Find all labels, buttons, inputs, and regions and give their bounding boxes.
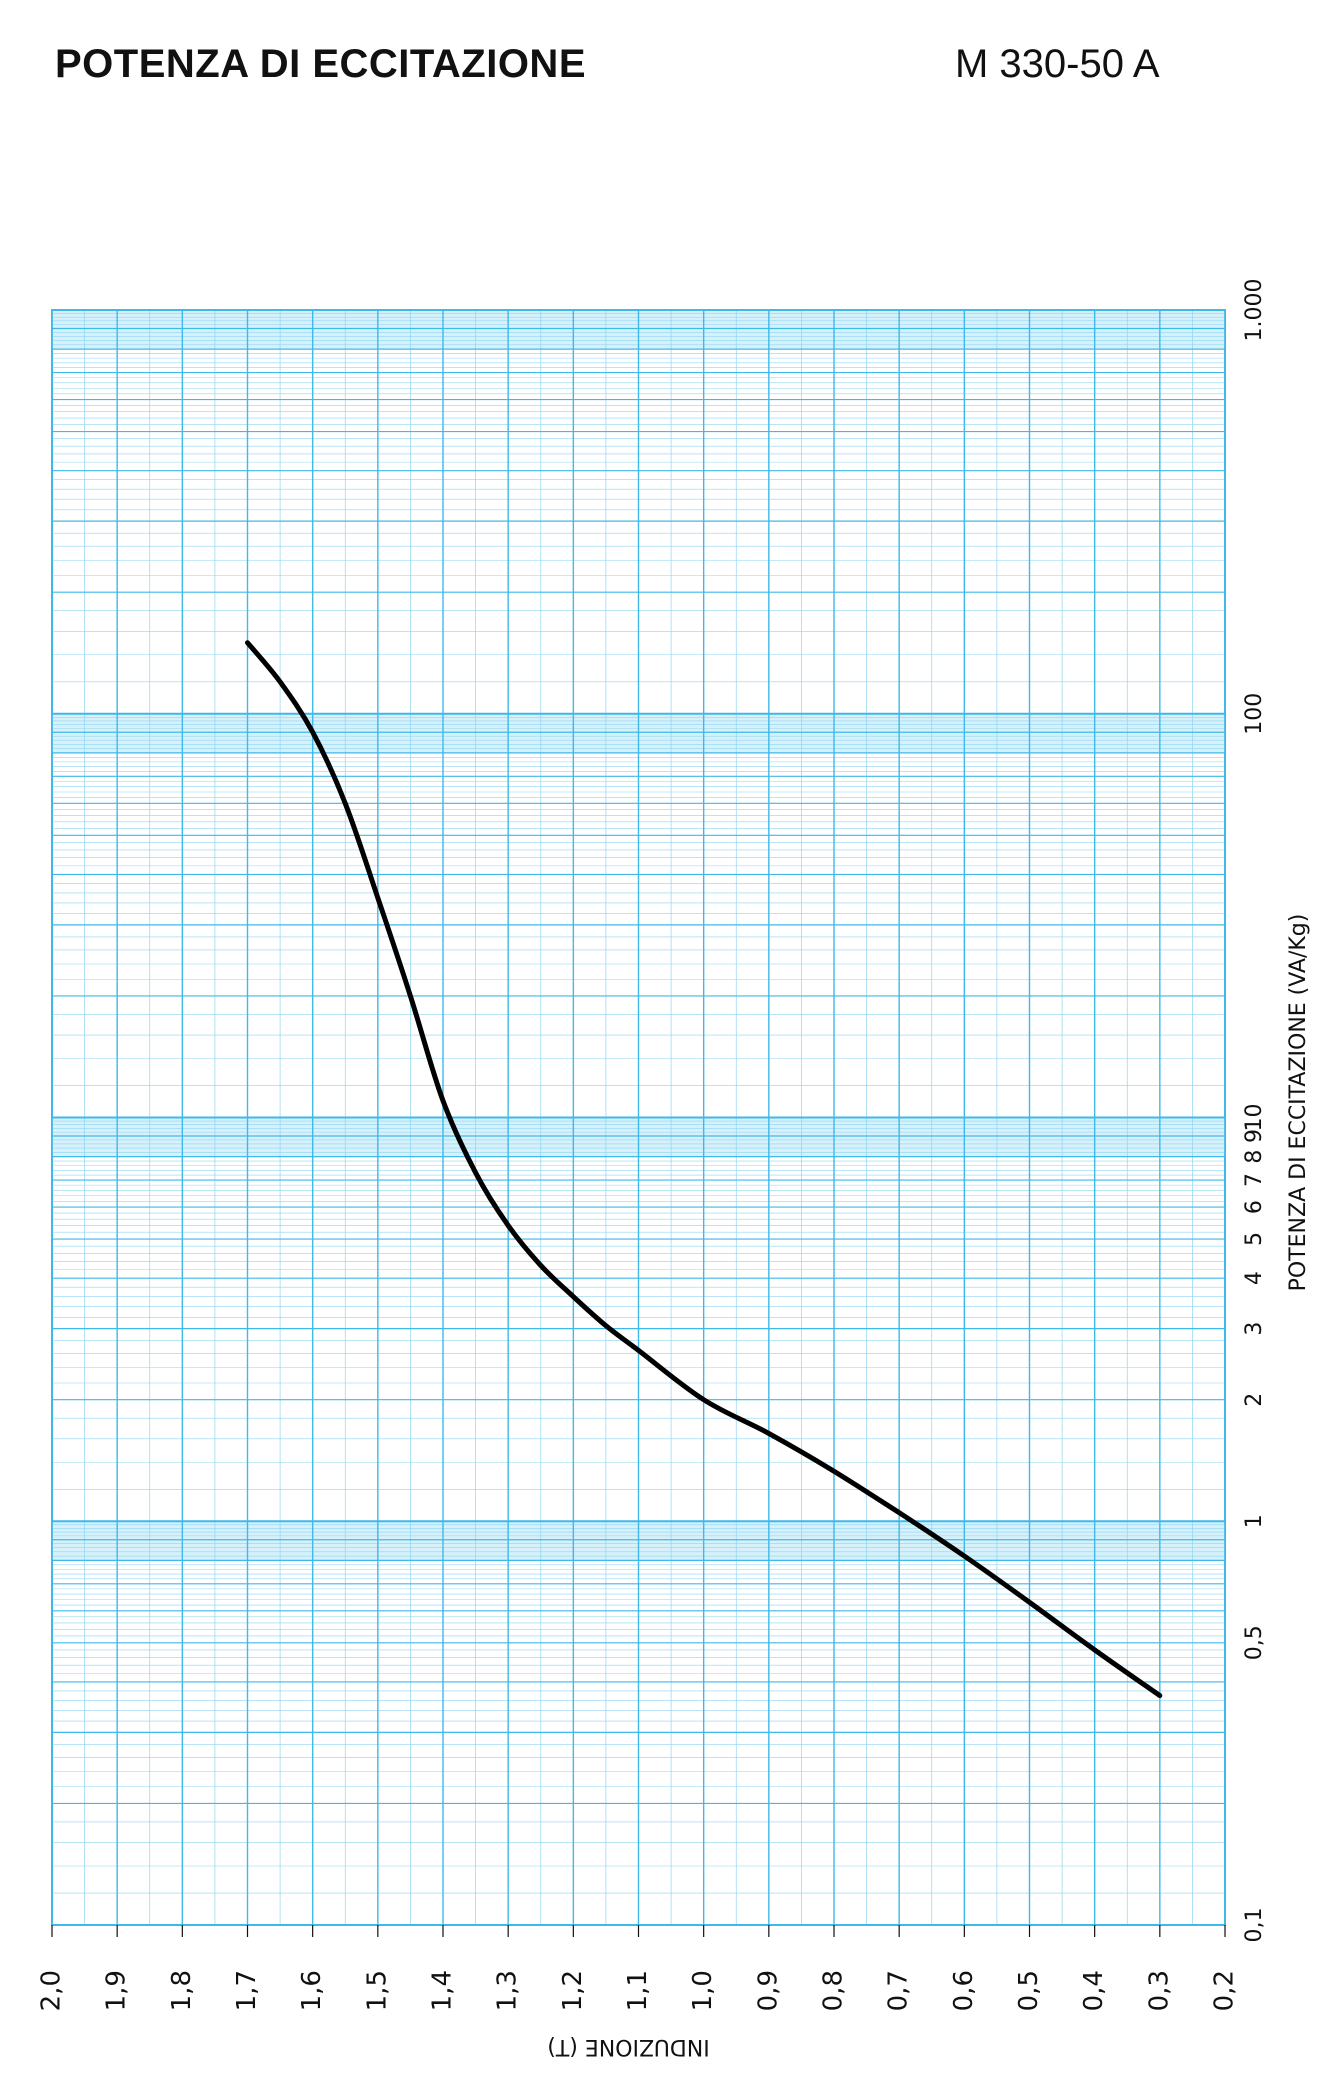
x-tick-label: 0,8 <box>819 1970 849 2011</box>
page-title: POTENZA DI ECCITAZIONE <box>55 42 586 86</box>
material-code: M 330-50 A <box>955 42 1160 86</box>
induction-tick-labels: 2,0 1,9 1,8 1,7 1,6 1,5 1,4 1,3 1,2 1,1 1,0 0,9 0,8 0… <box>37 1925 1240 2011</box>
x-tick-label: 1,6 <box>297 1970 327 2011</box>
x-tick-label: 1,9 <box>102 1970 132 2011</box>
x-tick-label: 0,4 <box>1079 1970 1109 2011</box>
curve-layer <box>245 640 1163 1699</box>
y-tick-label: 9 <box>1242 1129 1267 1143</box>
x-tick-label: 0,2 <box>1210 1970 1240 2011</box>
y-tick-label: 0,5 <box>1242 1625 1267 1660</box>
x-tick-label: 1,5 <box>362 1970 392 2011</box>
x-tick-label: 1,3 <box>493 1970 523 2011</box>
x-axis-title: INDUZIONE (T) <box>547 2034 709 2059</box>
y-tick-label: 7 <box>1242 1173 1267 1187</box>
x-tick-label: 0,9 <box>753 1970 783 2011</box>
x-tick-label: 1,7 <box>232 1970 262 2011</box>
y-tick-label: 10 <box>1242 1104 1267 1132</box>
y-tick-label: 0,1 <box>1242 1908 1267 1943</box>
x-tick-label: 0,3 <box>1144 1970 1174 2011</box>
x-tick-label: 1,4 <box>428 1970 458 2011</box>
y-tick-label: 1.000 <box>1242 279 1267 342</box>
x-tick-label: 0,6 <box>949 1970 979 2011</box>
x-tick-label: 1,2 <box>558 1970 588 2011</box>
power-tick-labels: 0,1 0,5 1 2 3 4 5 6 7 8 910 100 1.000 <box>1242 279 1267 1943</box>
x-tick-label: 1,0 <box>688 1970 718 2011</box>
x-tick-label: 0,7 <box>884 1970 914 2011</box>
y-tick-label: 4 <box>1242 1271 1267 1285</box>
y-tick-label: 100 <box>1242 693 1267 735</box>
y-tick-label: 1 <box>1242 1514 1267 1528</box>
x-tick-label: 1,1 <box>623 1970 653 2011</box>
y-axis-title: POTENZA DI ECCITAZIONE (VA/Kg) <box>1286 914 1311 1292</box>
y-tick-label: 6 <box>1242 1200 1267 1214</box>
x-tick-label: 1,8 <box>167 1970 197 2011</box>
x-tick-label: 2,0 <box>37 1970 67 2011</box>
y-tick-label: 2 <box>1242 1393 1267 1407</box>
excitation-curve <box>245 640 1163 1699</box>
y-tick-label: 3 <box>1242 1322 1267 1336</box>
y-tick-label: 5 <box>1242 1232 1267 1246</box>
y-tick-label: 8 <box>1242 1150 1267 1164</box>
major-grid <box>51 309 1226 1926</box>
x-tick-label: 0,5 <box>1014 1970 1044 2011</box>
